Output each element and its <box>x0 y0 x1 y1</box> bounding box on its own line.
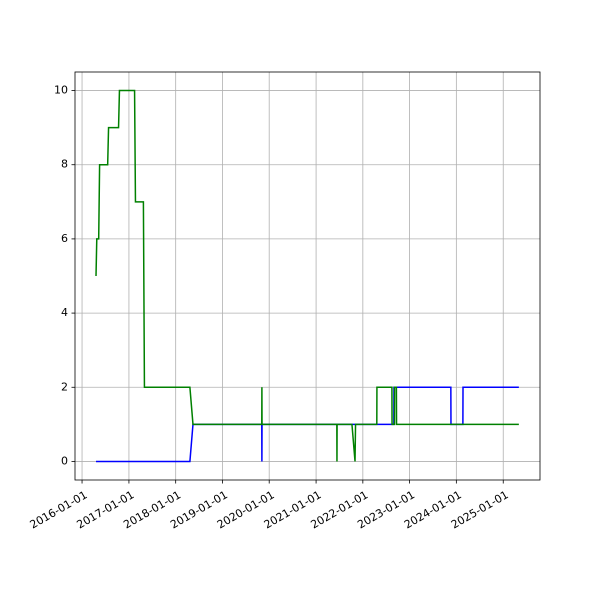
plot-frame <box>74 71 541 481</box>
y-tick-label: 4 <box>61 306 68 319</box>
y-tick-label: 6 <box>61 232 68 245</box>
y-tick-label: 10 <box>54 84 68 97</box>
y-tick-label: 0 <box>61 454 68 467</box>
y-tick-label: 2 <box>61 380 68 393</box>
y-tick-label: 8 <box>61 158 68 171</box>
series-line <box>95 89 519 462</box>
